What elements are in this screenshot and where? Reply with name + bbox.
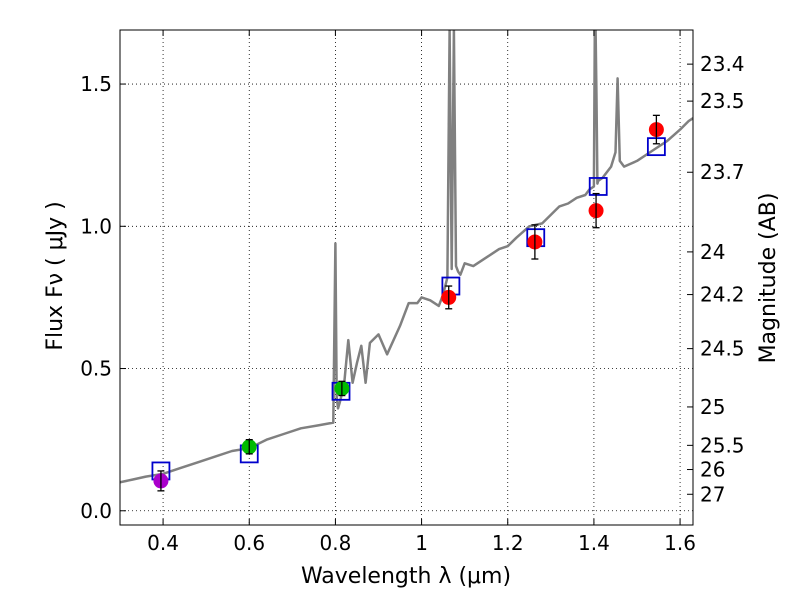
x-tick-label: 1.6 — [664, 531, 696, 555]
x-tick-label: 1.4 — [578, 531, 610, 555]
x-axis-label: Wavelength λ (μm) — [301, 564, 511, 589]
mag-tick-label: 24 — [700, 240, 725, 264]
mag-tick-label: 23.5 — [700, 89, 745, 113]
mag-tick-label: 27 — [700, 482, 725, 506]
mag-tick-label: 24.5 — [700, 337, 745, 361]
mag-tick-label: 23.4 — [700, 52, 745, 76]
observed-photometry-points — [153, 114, 664, 492]
y-tick-label: 1.5 — [80, 72, 112, 96]
mag-tick-label: 23.7 — [700, 160, 745, 184]
right-axis-label: Magnitude (AB) — [756, 193, 781, 364]
plot-frame — [119, 29, 694, 526]
y-tick-label: 0.5 — [80, 357, 112, 381]
model-sed-path — [120, 30, 693, 484]
grid-lines — [120, 30, 693, 525]
y-tick-label: 0.0 — [80, 499, 112, 523]
y-axis-label: Flux Fν ( μJy ) — [43, 201, 68, 350]
x-tick-label: 0.8 — [320, 531, 352, 555]
model-sed-line — [120, 30, 693, 484]
model-photometry-square — [588, 177, 608, 196]
mag-tick-label: 24.2 — [700, 283, 745, 307]
mag-tick-label: 26 — [700, 458, 725, 482]
x-tick-label: 1.2 — [492, 531, 524, 555]
x-axis-ticks: 0.4 0.6 0.8 1 1.2 1.4 1.6 — [147, 30, 696, 555]
x-tick-label: 1 — [415, 531, 428, 555]
x-tick-label: 0.4 — [147, 531, 179, 555]
y-tick-label: 1.0 — [80, 214, 112, 238]
mag-tick-label: 25.5 — [700, 433, 745, 457]
x-tick-label: 0.6 — [233, 531, 265, 555]
y-axis-ticks: 0.0 0.5 1.0 1.5 — [80, 72, 126, 523]
mag-tick-label: 25 — [700, 395, 725, 419]
